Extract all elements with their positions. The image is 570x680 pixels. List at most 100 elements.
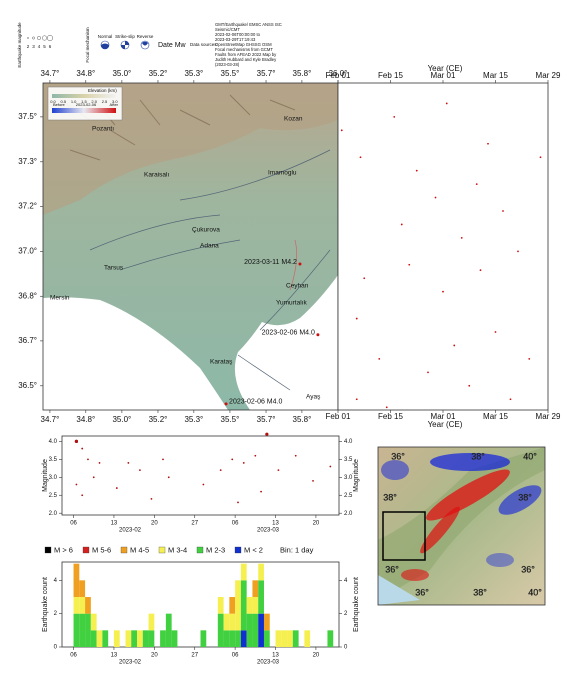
x-tick-label: 13 — [111, 653, 118, 659]
inset-graticule-label: 38° — [471, 451, 485, 461]
bin-label: Bin: 1 day — [280, 545, 314, 554]
y-tick-label: 2 — [54, 611, 58, 617]
y-tick-label: 0 — [344, 645, 348, 651]
inset-graticule-label: 38° — [383, 492, 397, 502]
map-x-tick-label: 35.5° — [221, 69, 240, 78]
place-label: Kozan — [284, 116, 303, 123]
y-tick-label: 3.5 — [49, 457, 58, 463]
time-latitude-point — [445, 102, 448, 105]
legend-label: M < 2 — [244, 545, 263, 554]
x-tick-label: 13 — [272, 653, 279, 659]
magnitude-legend-label: 4 — [38, 44, 41, 49]
time-latitude-point — [378, 358, 381, 360]
time-latitude-point — [468, 384, 471, 387]
time-latitude-point — [487, 142, 489, 145]
map-y-tick-label: 37.0° — [18, 246, 37, 255]
legend-swatch — [44, 546, 52, 554]
magnitude-point — [92, 476, 95, 479]
map-x-tick-label: 35.8° — [293, 69, 312, 78]
histogram-bar — [263, 630, 270, 647]
y-tick-label: 2.0 — [344, 511, 353, 517]
elevation-tick-label: 2.0 — [91, 99, 97, 104]
place-label: Karaisalı — [144, 172, 169, 179]
inset-map — [378, 447, 545, 605]
time-tick-label: Mar 29 — [536, 412, 561, 421]
x-tick-label: 20 — [313, 653, 320, 659]
y-axis-title: Magnitude — [42, 459, 49, 492]
histogram-bar — [246, 597, 253, 614]
y-tick-label: 4 — [344, 578, 348, 584]
place-label: Çukurova — [192, 227, 220, 234]
x-tick-label: 20 — [151, 521, 158, 527]
sources-line: Judith Hubbard and Kyle Bradley — [215, 57, 277, 62]
histogram-bar — [223, 613, 230, 631]
x-tick-label: 06 — [70, 521, 77, 527]
magnitude-point — [277, 469, 280, 472]
histogram-bar — [258, 613, 264, 647]
elevation-tick-label: 0.5 — [61, 99, 67, 104]
histogram-bar — [235, 580, 241, 631]
map-x-tick-label: 36.0° — [329, 69, 348, 78]
elevation-tick-label: 2.5 — [102, 99, 108, 104]
magnitude-legend-title: Earthquake magnitude — [17, 22, 22, 68]
x-tick-label: 13 — [272, 521, 279, 527]
map-x-tick-label: 34.8° — [76, 415, 95, 424]
time-latitude-point — [393, 115, 396, 118]
inset-graticule-label: 36° — [521, 564, 535, 574]
time-latitude-point — [385, 406, 388, 409]
elevation-tick-label: 0.0 — [50, 99, 56, 104]
magnitude-point — [242, 462, 245, 464]
y-axis-title: Magnitude — [353, 459, 360, 492]
time-latitude-point — [528, 358, 531, 360]
y-tick-label: 2 — [344, 611, 348, 617]
time-latitude-point — [453, 344, 456, 347]
place-label: Ceyhan — [286, 283, 309, 290]
histogram-bar — [125, 630, 132, 647]
magnitude-point — [127, 462, 130, 464]
place-label: Yumurtalık — [276, 300, 307, 307]
time-latitude-point — [479, 269, 482, 272]
histogram-bar — [229, 613, 236, 631]
magnitude-legend-label: 5 — [43, 44, 46, 49]
histogram-bar — [229, 630, 236, 647]
time-axis-title: Year (CE) — [428, 64, 463, 73]
magnitude-point — [329, 465, 332, 468]
x-tick-label: 27 — [191, 521, 198, 527]
month-label: 2023-03 — [257, 528, 280, 534]
time-tick-label: Mar 15 — [483, 71, 508, 80]
inset-graticule-label: 38° — [518, 492, 532, 502]
map-x-tick-label: 35.3° — [184, 415, 203, 424]
month-label: 2023-02 — [119, 528, 142, 534]
map-y-tick-label: 37.3° — [18, 157, 37, 166]
histogram-bar — [217, 597, 224, 614]
focal-legend-label: Normal — [98, 34, 113, 39]
place-label: Mersin — [50, 295, 70, 302]
map-x-tick-label: 35.2° — [149, 69, 168, 78]
event-marker — [298, 262, 302, 266]
histogram-bar — [171, 630, 178, 647]
histogram-bar — [275, 630, 282, 647]
magnitude-point — [75, 483, 78, 486]
sources-line: Faults from AFEAD 2022 Map by — [215, 52, 277, 57]
magnitude-point — [81, 447, 84, 450]
histogram-bar — [304, 630, 311, 647]
inset-graticule-label: 36° — [385, 564, 399, 574]
histogram-bar — [327, 630, 334, 647]
histogram-bar — [252, 580, 259, 597]
x-tick-label: 06 — [232, 521, 239, 527]
map-y-tick-label: 36.5° — [18, 381, 37, 390]
time-latitude-point — [502, 210, 504, 212]
place-label: Imamoglu — [268, 170, 297, 177]
elevation-tick-label: 1.0 — [71, 99, 77, 104]
magnitude-legend-symbol — [27, 37, 29, 39]
histogram-bar — [165, 613, 172, 647]
legend-swatch — [158, 546, 166, 554]
map-x-tick-label: 34.7° — [41, 415, 60, 424]
map-x-tick-label: 35.0° — [112, 69, 131, 78]
magnitude-point — [219, 469, 222, 472]
time-latitude-point — [427, 371, 429, 374]
magnitude-point — [87, 458, 89, 461]
histogram-bar — [113, 630, 120, 647]
magnitude-frame — [61, 435, 340, 516]
